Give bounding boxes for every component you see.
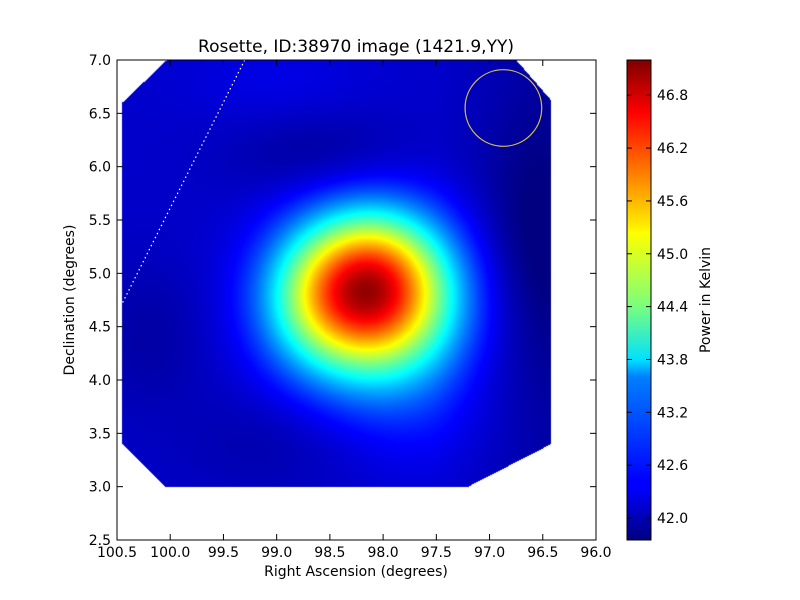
colorbar-tick-label: 42.6: [657, 458, 688, 474]
heatmap-image: [117, 60, 596, 540]
y-tick-label: 3.0: [89, 480, 111, 496]
y-tick-label: 3.5: [89, 426, 111, 442]
x-tick-label: 98.5: [314, 545, 345, 561]
y-tick-label: 4.0: [89, 373, 111, 389]
chart-title: Rosette, ID:38970 image (1421.9,YY): [198, 37, 514, 57]
x-tick-label: 99.0: [261, 545, 292, 561]
plot-frame: [116, 59, 597, 541]
x-axis-ticks: 100.5 100.0 99.5 99.0 98.5 98.0 97.5 97.0 96.5 96…: [97, 60, 612, 561]
x-tick-label: 97.5: [421, 545, 452, 561]
x-tick-label: 98.0: [368, 545, 399, 561]
colorbar-tick-label: 43.2: [657, 405, 688, 421]
plot-area: 100.5 100.0 99.5 99.0 98.5 98.0 97.5 97.0 96.5 96…: [89, 53, 612, 561]
colorbar-tick-label: 46.8: [657, 88, 688, 104]
y-tick-label: 5.0: [89, 266, 111, 282]
x-tick-label: 99.5: [208, 545, 239, 561]
x-tick-label: 97.0: [474, 545, 505, 561]
beam-circle: [464, 69, 543, 147]
colorbar-label: Power in Kelvin: [698, 247, 714, 353]
colorbar-tick-label: 45.6: [657, 194, 688, 210]
y-tick-label: 2.5: [89, 533, 111, 549]
y-axis-label: Declination (degrees): [62, 225, 78, 376]
x-tick-label: 96.5: [527, 545, 558, 561]
y-tick-label: 7.0: [89, 53, 111, 69]
x-tick-label: 100.5: [97, 545, 137, 561]
colorbar-tick-label: 44.4: [657, 300, 688, 316]
colorbar-gradient: [627, 60, 651, 540]
y-tick-label: 5.5: [89, 213, 111, 229]
colorbar-tick-label: 42.0: [657, 511, 688, 527]
y-tick-label: 4.5: [89, 320, 111, 336]
x-tick-label: 100.0: [150, 545, 190, 561]
colorbar-tick-label: 45.0: [657, 247, 688, 263]
x-axis-label: Right Ascension (degrees): [264, 564, 448, 580]
colorbar: 42.0 42.6 43.2 43.8 44.4 45.0 45.6 46.2 46.8 Pow…: [626, 59, 714, 541]
colorbar-frame: [626, 59, 652, 541]
y-tick-label: 6.0: [89, 160, 111, 176]
y-axis-ticks: 2.5 3.0 3.5 4.0 4.5 5.0 5.5 6.0 6.5 7.0: [89, 53, 596, 549]
x-tick-label: 96.0: [580, 545, 611, 561]
colorbar-tick-label: 43.8: [657, 352, 688, 368]
y-tick-label: 6.5: [89, 106, 111, 122]
colorbar-tick-label: 46.2: [657, 141, 688, 157]
dotted-line: [121, 60, 246, 304]
colorbar-ticks: 42.0 42.6 43.2 43.8 44.4 45.0 45.6 46.2 46.8: [627, 88, 688, 527]
